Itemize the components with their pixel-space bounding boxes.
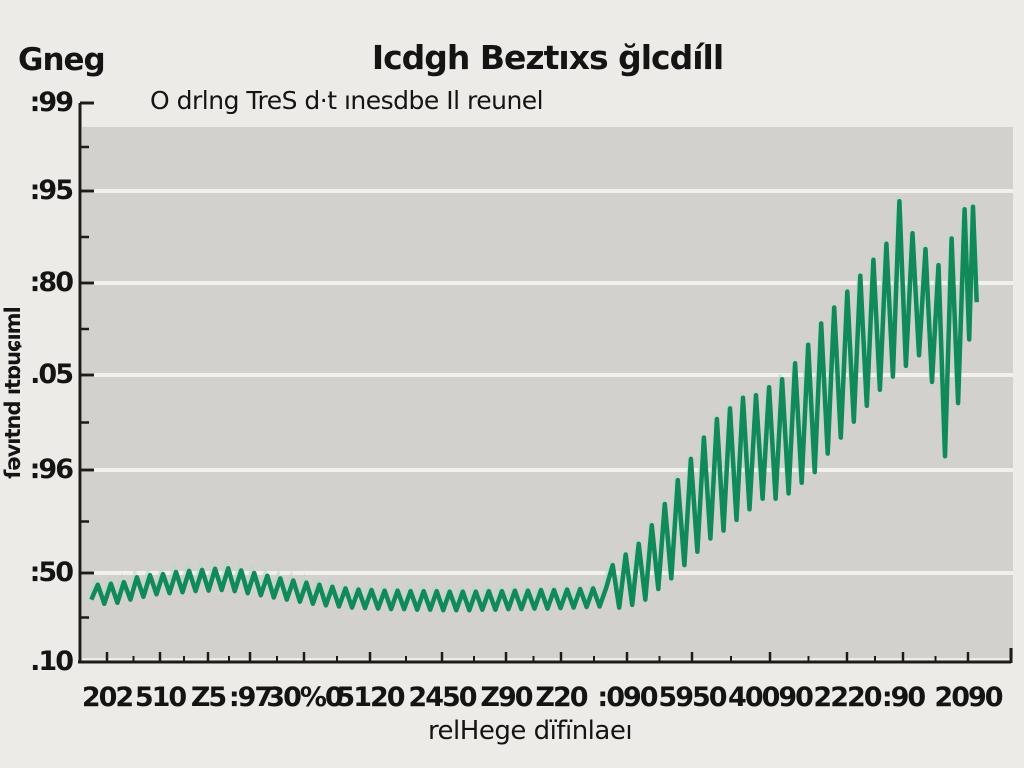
x-tick-label: 2450 bbox=[408, 682, 477, 713]
x-tick-label: 5950 bbox=[658, 682, 727, 713]
x-tick-label: 30%0 bbox=[266, 682, 343, 713]
chart-subtitle: O drlng TreS d·t ınesdbe Il reunel bbox=[150, 86, 544, 115]
chart-title: Icdgh Beztıxs ğlcdíll bbox=[371, 38, 724, 77]
y-tick-label: :50 bbox=[29, 557, 74, 588]
y-tick-label: :96 bbox=[29, 454, 74, 485]
corner-label: Gneg bbox=[18, 42, 106, 78]
x-tick-label: Z90 bbox=[480, 682, 533, 713]
x-tick-label: 2090 bbox=[934, 682, 1003, 713]
x-tick-label: :97 bbox=[228, 682, 273, 713]
x-tick-label: 40090 bbox=[728, 682, 814, 713]
y-tick-label: :95 bbox=[29, 175, 74, 206]
y-tick-label: :80 bbox=[29, 267, 74, 298]
x-tick-label: 2220 bbox=[813, 682, 882, 713]
x-tick-label: :090 bbox=[597, 682, 658, 713]
x-tick-label: :90 bbox=[881, 682, 926, 713]
series-line bbox=[89, 199, 979, 613]
y-tick-label: .10 bbox=[30, 646, 74, 677]
x-tick-label: Z20 bbox=[535, 682, 588, 713]
y-tick-label: :99 bbox=[29, 87, 74, 118]
x-tick-label: 202 bbox=[81, 682, 134, 713]
x-tick-label: 5120 bbox=[336, 682, 405, 713]
x-tick-label: Z5 bbox=[190, 682, 227, 713]
y-tick-label: .05 bbox=[30, 359, 74, 390]
x-axis-title: relHege dïfïnlaeı bbox=[427, 716, 633, 746]
x-tick-label: 510 bbox=[134, 682, 187, 713]
